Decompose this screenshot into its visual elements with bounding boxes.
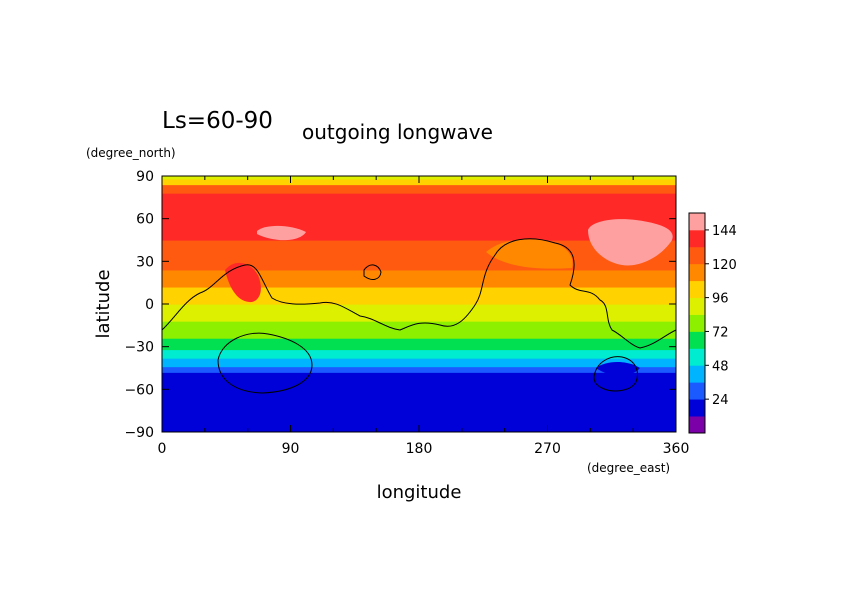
field-band (162, 304, 676, 322)
olr-field (162, 176, 676, 432)
y-tick-label: −90 (124, 425, 154, 441)
topography-contours (161, 238, 677, 394)
patch-dark-south-east (596, 362, 640, 376)
patch-cool-east (486, 239, 573, 269)
colorbar-swatch (689, 314, 705, 332)
colorbar-swatch (689, 382, 705, 400)
field-band (162, 338, 676, 351)
field-band (162, 366, 676, 373)
x-axis: 0 90 180 270 360 (158, 176, 690, 457)
y-tick-label: 90 (136, 169, 154, 185)
y-tick-label: 60 (136, 212, 154, 228)
contour-dichotomy (161, 238, 677, 349)
patch-hot-north-west (257, 225, 306, 241)
colorbar-swatch (689, 213, 705, 231)
colorbar-swatch (689, 246, 705, 265)
x-tick-label: 180 (406, 441, 433, 457)
x-tick-label: 270 (534, 441, 561, 457)
colorbar-swatch (689, 229, 705, 248)
field-band (162, 349, 676, 359)
contour-argyre (593, 356, 638, 392)
y-tick-label: −30 (124, 340, 154, 356)
colorbar-swatch (689, 348, 705, 366)
field-band (162, 184, 676, 194)
field-band (162, 193, 676, 206)
field-band (162, 321, 676, 339)
y-tick-label: 30 (136, 254, 154, 270)
colorbar-swatch (689, 297, 705, 315)
chart-title-variable: outgoing longwave (302, 120, 493, 144)
colorbar-label: 24 (712, 393, 729, 408)
x-tick-label: 90 (282, 441, 300, 457)
patch-hot-north-east (588, 219, 673, 266)
field-band (162, 358, 676, 368)
patch-warm-west (225, 262, 261, 303)
colorbar-swatch (689, 263, 705, 282)
y-tick-label: 0 (145, 297, 154, 313)
field-band (162, 372, 676, 379)
colorbar-label: 96 (712, 292, 729, 307)
field-band (162, 286, 676, 305)
x-tick-label: 0 (158, 441, 167, 457)
colorbar-swatch (689, 365, 705, 383)
colorbar-swatch (689, 399, 705, 417)
colorbar-label: 48 (712, 359, 729, 374)
colorbar-frame (688, 212, 706, 434)
colorbar: 24 48 72 96 120 144 (688, 212, 737, 434)
field-band (162, 269, 676, 288)
contour-small-peak (363, 264, 382, 280)
colorbar-swatch (689, 331, 705, 349)
x-axis-label: longitude (377, 482, 462, 503)
y-axis-label: latitude (93, 269, 114, 338)
x-unit-label: (degree_east) (587, 461, 670, 475)
contour-hellas (217, 332, 313, 394)
chart-title-ls: Ls=60-90 (162, 108, 273, 134)
y-axis: 90 60 30 0 −30 −60 −90 (124, 169, 676, 441)
colorbar-label: 72 (712, 325, 729, 340)
colorbar-swatch (689, 416, 705, 434)
x-tick-label: 360 (663, 441, 690, 457)
y-tick-label: −60 (124, 382, 154, 398)
y-unit-label: (degree_north) (86, 146, 176, 160)
colorbar-label: 120 (712, 258, 737, 273)
field-band (162, 377, 676, 432)
colorbar-swatch (689, 280, 705, 299)
colorbar-label: 144 (712, 224, 737, 239)
